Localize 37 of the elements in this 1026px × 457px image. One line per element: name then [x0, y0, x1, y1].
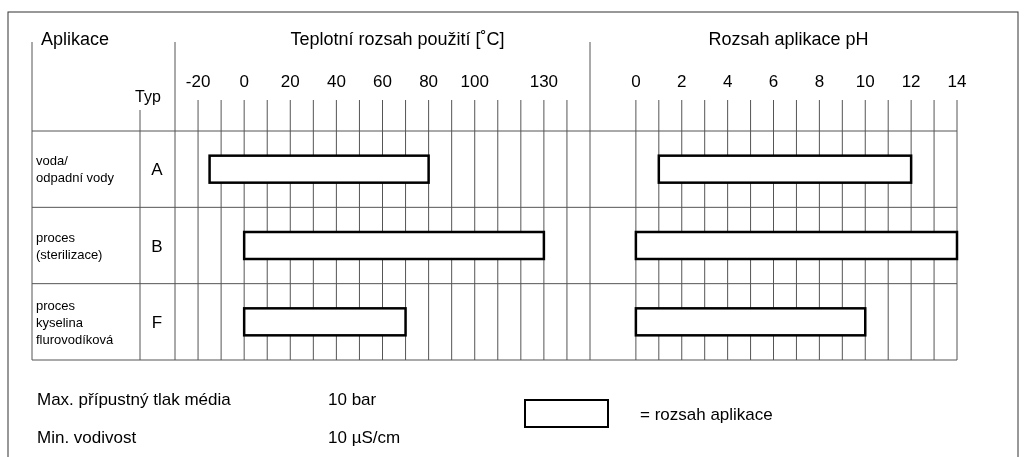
bar [208, 154, 430, 184]
x-tick-label: 40 [326, 72, 346, 91]
x-tick-label: 60 [373, 72, 392, 91]
text: Aplikace [40, 29, 110, 49]
chart-title: Rozsah aplikace pH [708, 29, 869, 49]
x-tick-label: 14 [947, 72, 967, 91]
x-tick-label: -20 [185, 72, 211, 91]
x-tick-label: 80 [419, 72, 439, 91]
text: 10 bar [328, 390, 377, 409]
x-tick-label: 12 [901, 72, 921, 91]
bar [657, 154, 913, 184]
bar [634, 307, 867, 337]
y-axis-title: Typ [135, 88, 161, 105]
x-tick-label: 100 [460, 72, 489, 91]
bar [242, 230, 546, 261]
x-tick-label: 4 [722, 72, 733, 91]
x-tick-label: 10 [855, 72, 875, 91]
y-tick-label: A [151, 160, 164, 180]
chart-title: Teplotní rozsah použití [˚C] [290, 29, 505, 49]
text: Min. vodivost [37, 428, 137, 447]
x-tick-label: 8 [814, 72, 825, 91]
bar [634, 230, 959, 261]
text: 10 µS/cm [328, 428, 401, 447]
text: proces kyselina flurovodíková [36, 297, 115, 347]
bar [242, 307, 407, 337]
x-tick-label: 0 [239, 72, 249, 91]
x-tick-label: 2 [677, 72, 687, 91]
y-tick-label: B [151, 236, 163, 256]
legend-label: = rozsah aplikace [640, 405, 773, 424]
text: proces (sterilizace) [36, 229, 103, 262]
text: Max. přípustný tlak média [37, 390, 232, 409]
x-tick-label: 6 [768, 72, 779, 91]
text: voda/ odpadní vody [36, 153, 115, 186]
x-tick-label: 20 [280, 72, 300, 91]
y-tick-label: F [151, 312, 163, 332]
x-tick-label: 130 [529, 72, 559, 91]
x-tick-label: 0 [631, 72, 641, 91]
